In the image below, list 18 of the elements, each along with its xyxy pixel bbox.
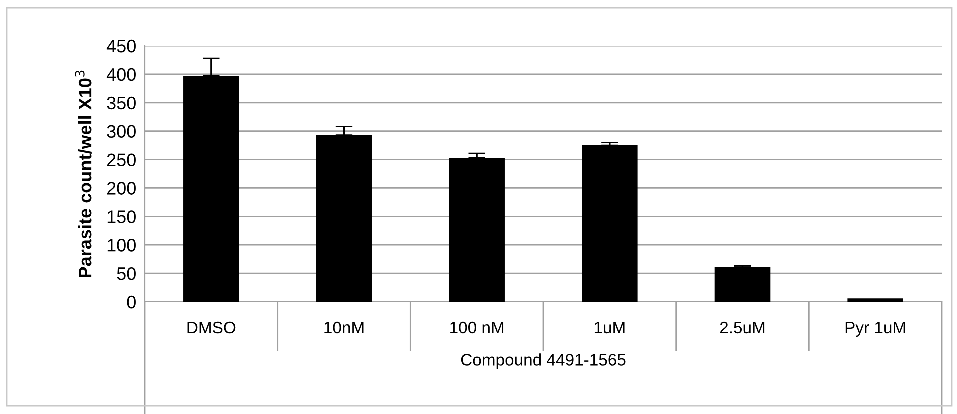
y-tick-label: 350 xyxy=(107,96,136,110)
y-tick-label: 300 xyxy=(107,125,136,138)
x-axis-title: Compound 4491-1565 xyxy=(461,354,626,370)
y-tick-label: 200 xyxy=(107,182,136,195)
x-tick-label: 100 nM xyxy=(450,322,504,334)
x-tick-label: Pyr 1uM xyxy=(846,322,906,337)
y-tick-label: 450 xyxy=(106,40,136,53)
y-tick-label: 250 xyxy=(107,154,136,166)
x-tick-label: 10nM xyxy=(324,322,364,334)
y-tick-label: 400 xyxy=(106,68,136,82)
y-tick-label: 50 xyxy=(117,267,136,280)
y-tick-label: 100 xyxy=(108,239,136,252)
y-tick-label: 150 xyxy=(108,210,136,224)
x-tick-label: 2.5uM xyxy=(720,322,765,334)
y-axis-title: Parasite count/well X10$^{3}$ xyxy=(75,70,92,278)
y-tick-label: 0 xyxy=(127,296,136,309)
x-tick-label: 1uM xyxy=(594,322,625,334)
x-tick-label: DMSO xyxy=(188,322,236,334)
